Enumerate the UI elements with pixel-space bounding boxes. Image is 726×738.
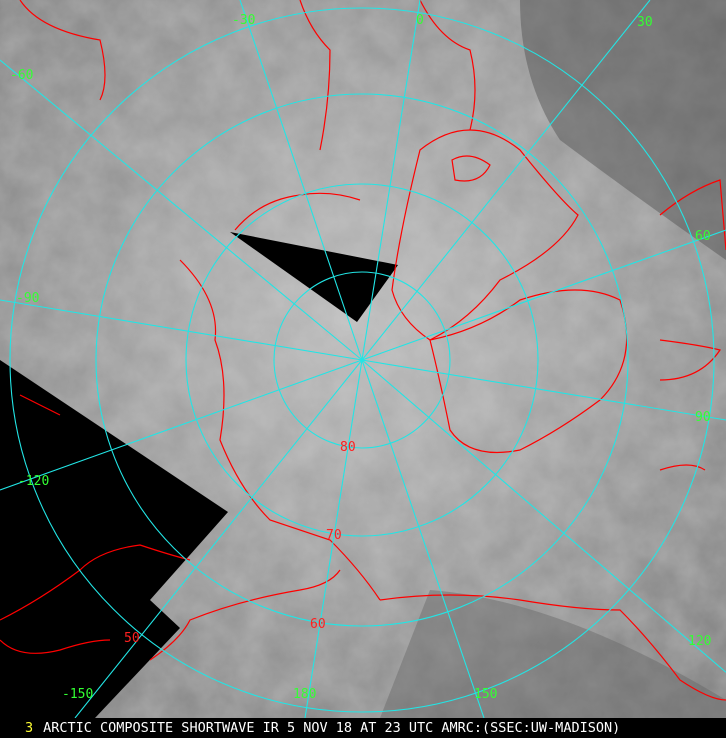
meridian-line bbox=[361, 0, 421, 361]
dark-ocean-region bbox=[520, 0, 726, 260]
lon-label: -60 bbox=[10, 68, 33, 83]
lon-label: 60 bbox=[695, 229, 711, 244]
meridian-line bbox=[239, 0, 363, 361]
grid-labels: -30 0 30 60 90 120 150 180 -150 -120 -90… bbox=[10, 13, 711, 702]
lat-label: 60 bbox=[310, 617, 326, 632]
coastlines bbox=[0, 0, 726, 701]
no-data-region bbox=[230, 232, 398, 322]
meridian-line bbox=[361, 359, 726, 673]
lon-label: -90 bbox=[16, 291, 39, 306]
lon-label: 0 bbox=[416, 13, 424, 28]
no-data-region bbox=[0, 360, 228, 718]
meridian-line bbox=[361, 359, 485, 718]
meridian-line bbox=[0, 59, 363, 361]
lat-label: 70 bbox=[326, 528, 342, 543]
lon-label: -30 bbox=[232, 13, 255, 28]
meridian-line bbox=[361, 359, 726, 421]
lon-label: 30 bbox=[637, 15, 653, 30]
latitude-circle bbox=[9, 7, 715, 713]
dark-ocean-region bbox=[380, 590, 726, 718]
caption-text: ARCTIC COMPOSITE SHORTWAVE IR 5 NOV 18 A… bbox=[43, 720, 621, 736]
latitude-circle bbox=[95, 93, 629, 627]
lon-label: -120 bbox=[18, 474, 49, 489]
meridian-line bbox=[361, 0, 651, 361]
image-caption: 3 ARCTIC COMPOSITE SHORTWAVE IR 5 NOV 18 … bbox=[0, 718, 726, 738]
frame-number: 3 bbox=[25, 720, 34, 736]
lon-label: 120 bbox=[688, 634, 711, 649]
meridian-line bbox=[0, 299, 363, 361]
meridian-line bbox=[74, 359, 363, 718]
lon-label: 180 bbox=[293, 687, 316, 702]
meridian-line bbox=[361, 229, 726, 361]
lon-label: 90 bbox=[695, 410, 711, 425]
lat-label: 50 bbox=[124, 631, 140, 646]
latitude-circle bbox=[185, 183, 539, 537]
lon-label: 150 bbox=[474, 687, 497, 702]
meridian-line bbox=[304, 359, 363, 718]
map-canvas: -30 0 30 60 90 120 150 180 -150 -120 -90… bbox=[0, 0, 726, 718]
lat-label: 80 bbox=[340, 440, 356, 455]
graticule bbox=[0, 0, 726, 718]
lon-label: -150 bbox=[62, 687, 93, 702]
meridian-line bbox=[0, 359, 363, 491]
latitude-circle bbox=[273, 271, 451, 449]
